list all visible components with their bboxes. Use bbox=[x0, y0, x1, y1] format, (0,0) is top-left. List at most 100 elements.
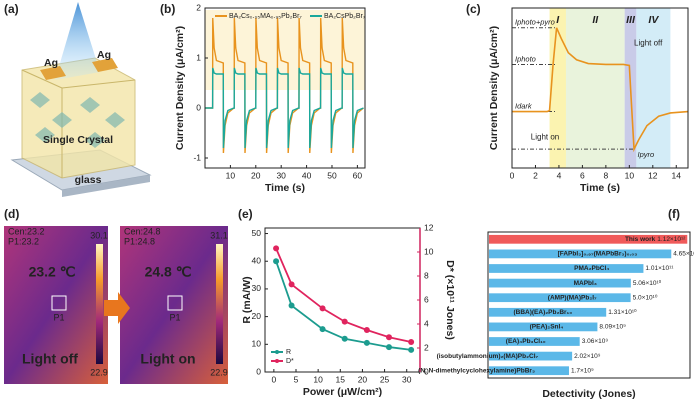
bar bbox=[489, 264, 644, 273]
crystal-label: Single Crystal bbox=[43, 134, 113, 146]
y-axis-label: Current Density (μA/cm²) bbox=[488, 26, 500, 150]
bar-category: (PEA)₂SnI₄ bbox=[530, 324, 564, 331]
region bbox=[636, 8, 671, 168]
x-axis-label: Power (μW/cm²) bbox=[303, 386, 382, 398]
x-tick-label: 10 bbox=[625, 170, 635, 180]
y-tick-label: 1 bbox=[196, 52, 201, 62]
y-tick-label: 0 bbox=[256, 366, 261, 376]
bar-category: (AMP)(MA)Pb₂I₇ bbox=[548, 294, 597, 301]
y-tick-label: 10 bbox=[252, 339, 262, 349]
plot-frame bbox=[511, 7, 689, 169]
x-tick-label: 30 bbox=[402, 374, 412, 384]
bar bbox=[489, 234, 688, 244]
value-label: 1.7×10⁹ bbox=[571, 367, 594, 374]
data-point bbox=[341, 335, 348, 342]
y-tick-label: 0 bbox=[196, 102, 201, 112]
data-point bbox=[288, 302, 295, 309]
y-tick-label: 30 bbox=[252, 283, 262, 293]
y2-axis-label: D* (×10¹¹ Jones) bbox=[444, 260, 456, 340]
point-label: P1 bbox=[169, 312, 180, 322]
substrate-label: glass bbox=[75, 174, 102, 186]
y-tick-label: 2 bbox=[196, 2, 201, 12]
data-point bbox=[386, 344, 392, 351]
value-label: 8.09×10⁹ bbox=[599, 324, 626, 331]
center-temp: Cen:24.8 bbox=[124, 226, 161, 236]
x-tick-label: 10 bbox=[313, 374, 323, 384]
value-label: 5.0×10¹⁰ bbox=[633, 293, 658, 301]
y-axis-label: Current Density (μA/cm²) bbox=[174, 26, 186, 150]
value-label: 2.02×10⁹ bbox=[574, 353, 601, 360]
data-line bbox=[205, 67, 364, 149]
plot-frame bbox=[487, 231, 691, 379]
panel-label: (c) bbox=[466, 2, 481, 16]
data-point bbox=[319, 305, 326, 312]
x-axis-label: Detectivity (Jones) bbox=[542, 388, 635, 400]
x-tick-label: 20 bbox=[251, 170, 261, 180]
bar-category: MAPbI₃ bbox=[574, 280, 597, 287]
y2-tick-label: 4 bbox=[424, 318, 429, 328]
temperature: 23.2 ℃ bbox=[29, 264, 76, 280]
x-tick-label: 14 bbox=[672, 170, 682, 180]
bar-category: This work bbox=[625, 236, 656, 243]
bar bbox=[489, 366, 569, 376]
x-axis-label: Time (s) bbox=[265, 182, 305, 194]
data-point bbox=[273, 258, 280, 265]
data-point bbox=[363, 339, 370, 346]
legend-label: D* bbox=[286, 358, 294, 365]
level-label: Ipyro bbox=[638, 150, 655, 159]
bar bbox=[489, 307, 607, 317]
light-status: Light on bbox=[140, 351, 195, 367]
data-point bbox=[386, 334, 392, 341]
panel-label: (f) bbox=[668, 207, 680, 221]
value-label: 1.31×10¹⁰ bbox=[608, 308, 637, 316]
electrode-label: Ag bbox=[97, 49, 111, 61]
x-tick-label: 12 bbox=[648, 170, 658, 180]
annotation: Light off bbox=[634, 38, 663, 47]
x-tick-label: 40 bbox=[302, 170, 312, 180]
data-point bbox=[408, 346, 415, 353]
legend-label: BA₂CsPb₂Br₇ bbox=[324, 13, 366, 20]
data-point bbox=[319, 326, 326, 333]
y2-tick-label: 10 bbox=[424, 246, 434, 256]
value-label: 5.06×10¹⁰ bbox=[633, 279, 662, 287]
bar bbox=[489, 351, 573, 361]
panel-label: (d) bbox=[4, 207, 19, 221]
annotation: Light on bbox=[531, 133, 559, 142]
data-line bbox=[205, 17, 364, 154]
temperature: 24.8 ℃ bbox=[145, 264, 192, 280]
bar bbox=[489, 293, 631, 303]
panel-label: (a) bbox=[4, 2, 19, 16]
x-tick-label: 5 bbox=[294, 374, 299, 384]
x-tick-label: 60 bbox=[353, 170, 363, 180]
x-tick-label: 8 bbox=[603, 170, 608, 180]
y-axis-label: R (mA/W) bbox=[241, 276, 253, 323]
x-tick-label: 6 bbox=[580, 170, 585, 180]
y-tick-label: 40 bbox=[252, 255, 262, 265]
data-line bbox=[275, 248, 412, 343]
y2-tick-label: 2 bbox=[424, 342, 429, 352]
region-label: III bbox=[626, 14, 636, 26]
value-label: 3.06×10⁹ bbox=[582, 338, 609, 345]
region bbox=[565, 8, 625, 168]
light-band bbox=[205, 10, 365, 90]
x-tick-label: 0 bbox=[271, 374, 276, 384]
value-label: 1.12×10¹² bbox=[657, 236, 686, 243]
x-tick-label: 2 bbox=[533, 170, 538, 180]
bar-category: (EA)₄Pb₃Cl₁₀ bbox=[506, 338, 546, 345]
data-point bbox=[363, 327, 370, 333]
data-line bbox=[512, 27, 689, 153]
plot-frame bbox=[204, 7, 366, 169]
bar-category: (BBA)(EA)₂Pb₂Br₁₀ bbox=[513, 309, 572, 316]
light-status: Light off bbox=[22, 351, 78, 367]
panel-label: (b) bbox=[160, 2, 175, 16]
y2-tick-label: 12 bbox=[424, 222, 434, 232]
region-label: IV bbox=[648, 14, 659, 26]
bar bbox=[489, 322, 598, 332]
region bbox=[549, 8, 566, 168]
y2-tick-label: 6 bbox=[424, 294, 429, 304]
region-label: II bbox=[592, 14, 599, 26]
thermal-images bbox=[4, 226, 228, 384]
value-label: 4.65×10¹¹ bbox=[673, 251, 694, 258]
data-point bbox=[408, 339, 415, 345]
